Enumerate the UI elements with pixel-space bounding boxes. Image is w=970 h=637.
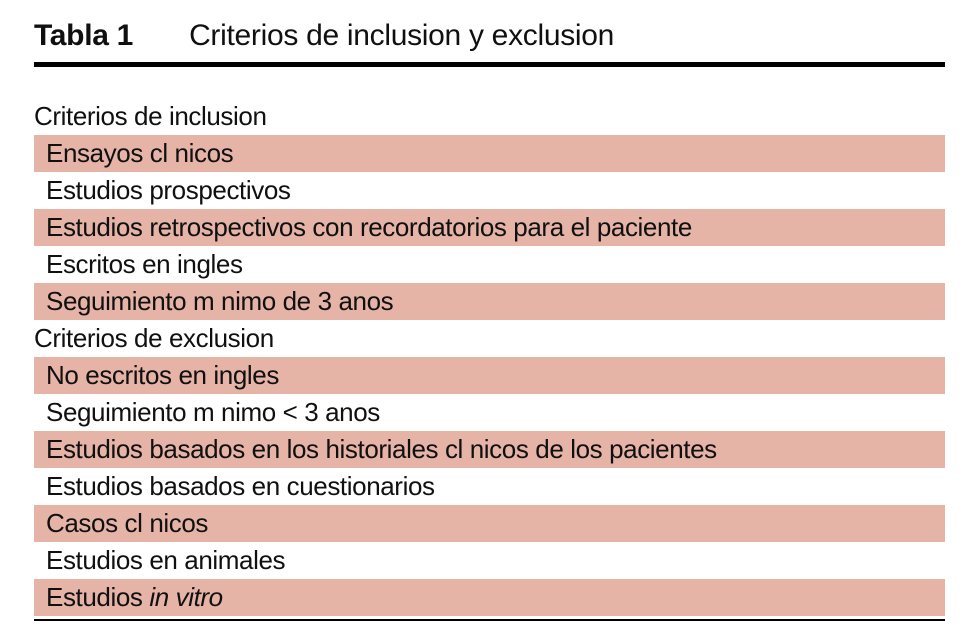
- table-label: Tabla 1: [34, 19, 134, 52]
- row-text: Seguimiento m nimo < 3 anos: [46, 397, 380, 427]
- row-text: Criterios de exclusion: [34, 323, 274, 353]
- row-text: Estudios prospectivos: [46, 175, 291, 205]
- table-row: Seguimiento m nimo de 3 anos: [34, 283, 945, 320]
- row-text: Escritos en ingles: [46, 249, 243, 279]
- row-text: Estudios basados en cuestionarios: [46, 471, 435, 501]
- table-row: Estudios en animales: [34, 542, 945, 579]
- table-row: Estudios basados en los historiales cl n…: [34, 431, 945, 468]
- table-body: Criterios de inclusion Ensayos cl nicos …: [34, 98, 945, 616]
- row-text: Estudios en animales: [46, 545, 286, 575]
- bottom-rule: [34, 619, 945, 621]
- row-text-italic: in vitro: [149, 582, 223, 612]
- section-header-exclusion: Criterios de exclusion: [34, 320, 945, 357]
- row-text: Seguimiento m nimo de 3 anos: [46, 286, 394, 316]
- table-row: Estudios prospectivos: [34, 172, 945, 209]
- table-row: Casos cl nicos: [34, 505, 945, 542]
- table-title: Criterios de inclusion y exclusion: [189, 19, 615, 52]
- table-row: Escritos en ingles: [34, 246, 945, 283]
- section-header-inclusion: Criterios de inclusion: [34, 98, 945, 135]
- row-text: Ensayos cl nicos: [46, 138, 234, 168]
- table-row: No escritos en ingles: [34, 357, 945, 394]
- table-caption: Tabla 1 Criterios de inclusion y exclusi…: [34, 14, 945, 58]
- row-text: Casos cl nicos: [46, 508, 209, 538]
- row-text: Estudios basados en los historiales cl n…: [46, 434, 717, 464]
- table-figure: Tabla 1 Criterios de inclusion y exclusi…: [34, 14, 945, 621]
- table-row: Ensayos cl nicos: [34, 135, 945, 172]
- top-rule: [34, 62, 945, 67]
- table-row: Estudios retrospectivos con recordatorio…: [34, 209, 945, 246]
- row-text: No escritos en ingles: [46, 360, 279, 390]
- table-row: Estudios basados en cuestionarios: [34, 468, 945, 505]
- table-row: Seguimiento m nimo < 3 anos: [34, 394, 945, 431]
- table-row: Estudios in vitro: [34, 579, 945, 616]
- row-text: Criterios de inclusion: [34, 101, 267, 131]
- row-text: Estudios: [46, 582, 150, 612]
- row-text: Estudios retrospectivos con recordatorio…: [46, 212, 692, 242]
